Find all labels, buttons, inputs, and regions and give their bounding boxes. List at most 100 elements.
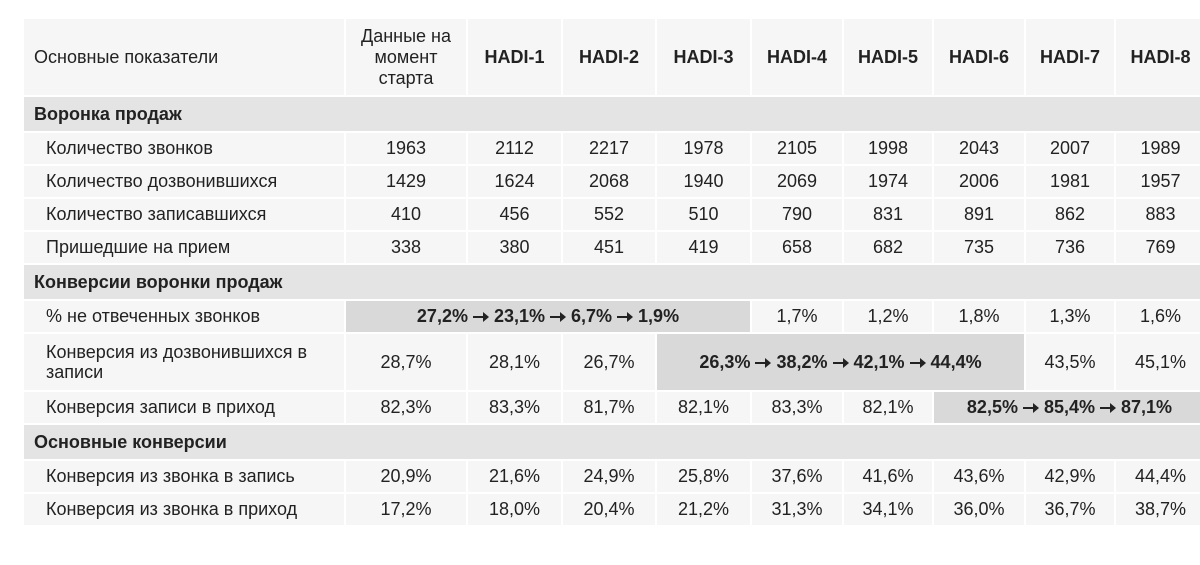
value-cell: 1429 — [346, 166, 466, 197]
value-cell: 338 — [346, 232, 466, 263]
section-title: Воронка продаж — [24, 97, 1200, 131]
arrow — [1022, 403, 1039, 414]
header-cell: HADI-2 — [563, 19, 655, 95]
header-cell: Данные на момент старта — [346, 19, 466, 95]
value-cell: 410 — [346, 199, 466, 230]
value: 6,7% — [571, 306, 613, 326]
value: 44,4% — [930, 351, 982, 372]
value-cell: 891 — [934, 199, 1024, 230]
value: 26,3% — [699, 351, 751, 372]
value-cell: 1957 — [1116, 166, 1200, 197]
data-row: Конверсия из звонка в запись 20,9% 21,6% 24… — [24, 461, 1200, 492]
highlight-cell: 27,2% 23,1% 6,7% 1,9% — [346, 301, 750, 332]
value-cell: 1,7% — [752, 301, 842, 332]
data-row: Конверсия из дозвонившихся в записи 28,7%… — [24, 334, 1200, 390]
value-cell: 38,7% — [1116, 494, 1200, 525]
value-cell: 81,7% — [563, 392, 655, 423]
value-cell: 41,6% — [844, 461, 932, 492]
value-cell: 862 — [1026, 199, 1114, 230]
value-cell: 2043 — [934, 133, 1024, 164]
value-cell: 43,6% — [934, 461, 1024, 492]
value-cell: 31,3% — [752, 494, 842, 525]
value: 82,5% — [966, 397, 1018, 417]
value-cell: 736 — [1026, 232, 1114, 263]
value-cell: 2217 — [563, 133, 655, 164]
data-row: Пришедшие на прием 338 380 451 419 658 682 735 7… — [24, 232, 1200, 263]
value: 38,2% — [776, 351, 828, 372]
value-cell: 21,2% — [657, 494, 750, 525]
data-row: Конверсия записи в приход 82,3% 83,3% 81,7%… — [24, 392, 1200, 423]
value-cell: 18,0% — [468, 494, 561, 525]
section-row: Конверсии воронки продаж — [24, 265, 1200, 299]
data-row: % не отвеченных звонков 27,2% 23,1% 6,7% 1,9… — [24, 301, 1200, 332]
highlight-cell: 26,3% 38,2% 42,1% 44,4% — [657, 334, 1024, 390]
value-cell: 1,2% — [844, 301, 932, 332]
value-cell: 36,7% — [1026, 494, 1114, 525]
value-cell: 20,9% — [346, 461, 466, 492]
value-cell: 21,6% — [468, 461, 561, 492]
data-row: Количество записавшихся 410 456 552 510 790 83… — [24, 199, 1200, 230]
section-row: Воронка продаж — [24, 97, 1200, 131]
value-cell: 451 — [563, 232, 655, 263]
value-cell: 1981 — [1026, 166, 1114, 197]
value-cell: 658 — [752, 232, 842, 263]
value-cell: 380 — [468, 232, 561, 263]
value: 87,1% — [1121, 397, 1173, 417]
value-cell: 2069 — [752, 166, 842, 197]
value-cell: 1963 — [346, 133, 466, 164]
row-label: Количество дозвонившихся — [24, 166, 344, 197]
header-cell: HADI-7 — [1026, 19, 1114, 95]
value-cell: 1,3% — [1026, 301, 1114, 332]
header-cell: Основные показатели — [24, 19, 344, 95]
value-cell: 1940 — [657, 166, 750, 197]
section-title: Основные конверсии — [24, 425, 1200, 459]
arrow — [832, 357, 849, 368]
value-cell: 82,1% — [657, 392, 750, 423]
arrow — [472, 312, 489, 323]
value-cell: 682 — [844, 232, 932, 263]
arrow — [550, 312, 567, 323]
section-title: Конверсии воронки продаж — [24, 265, 1200, 299]
row-label: Конверсия из дозвонившихся в записи — [24, 334, 344, 390]
value-cell: 1989 — [1116, 133, 1200, 164]
arrow — [909, 357, 926, 368]
row-label: Конверсия из звонка в запись — [24, 461, 344, 492]
value-cell: 24,9% — [563, 461, 655, 492]
value-cell: 44,4% — [1116, 461, 1200, 492]
value: 1,9% — [638, 306, 680, 326]
value-cell: 25,8% — [657, 461, 750, 492]
value: 23,1% — [493, 306, 546, 326]
header-cell: HADI-1 — [468, 19, 561, 95]
value-cell: 26,7% — [563, 334, 655, 390]
value-cell: 769 — [1116, 232, 1200, 263]
row-label: Пришедшие на прием — [24, 232, 344, 263]
value: 85,4% — [1043, 397, 1096, 417]
highlight-cell: 82,5% 85,4% 87,1% — [934, 392, 1200, 423]
value-cell: 1978 — [657, 133, 750, 164]
value-cell: 28,7% — [346, 334, 466, 390]
value-cell: 42,9% — [1026, 461, 1114, 492]
data-row: Количество звонков 1963 2112 2217 1978 2105 19… — [24, 133, 1200, 164]
value-cell: 790 — [752, 199, 842, 230]
value-cell: 83,3% — [468, 392, 561, 423]
value-cell: 2068 — [563, 166, 655, 197]
value-cell: 83,3% — [752, 392, 842, 423]
arrow — [617, 312, 634, 323]
row-label: Конверсия записи в приход — [24, 392, 344, 423]
value-cell: 36,0% — [934, 494, 1024, 525]
row-label: Конверсия из звонка в приход — [24, 494, 344, 525]
value-cell: 456 — [468, 199, 561, 230]
value-cell: 831 — [844, 199, 932, 230]
value-cell: 1,8% — [934, 301, 1024, 332]
value-cell: 1998 — [844, 133, 932, 164]
value-cell: 20,4% — [563, 494, 655, 525]
row-label: % не отвеченных звонков — [24, 301, 344, 332]
value-cell: 34,1% — [844, 494, 932, 525]
header-cell: HADI-8 — [1116, 19, 1200, 95]
header-cell: HADI-5 — [844, 19, 932, 95]
section-row: Основные конверсии — [24, 425, 1200, 459]
value-cell: 2112 — [468, 133, 561, 164]
value-cell: 17,2% — [346, 494, 466, 525]
